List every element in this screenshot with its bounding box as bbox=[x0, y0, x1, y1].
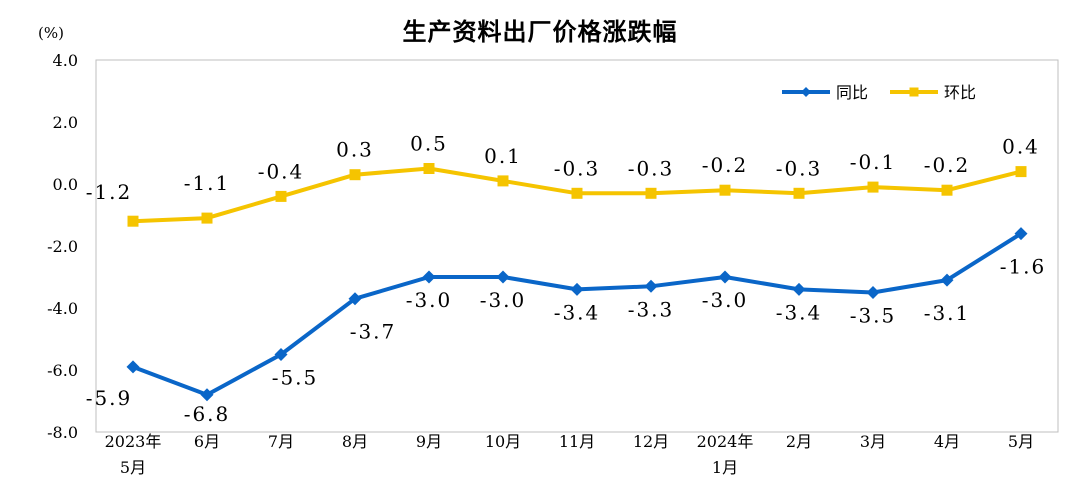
legend-marker bbox=[909, 87, 919, 97]
data-label: -3.0 bbox=[702, 288, 749, 312]
data-point bbox=[792, 282, 806, 296]
x-tick-label: 10月 bbox=[485, 432, 521, 451]
data-point bbox=[571, 187, 583, 199]
data-point bbox=[1015, 166, 1027, 178]
data-point bbox=[348, 292, 362, 306]
data-point bbox=[274, 348, 288, 361]
data-point bbox=[867, 181, 879, 193]
x-tick-label: 8月 bbox=[342, 432, 368, 451]
data-label: -1.6 bbox=[1000, 255, 1047, 279]
data-point bbox=[570, 282, 584, 296]
data-label: -0.2 bbox=[702, 153, 749, 177]
data-label: -5.9 bbox=[86, 386, 133, 410]
data-label: -0.1 bbox=[850, 150, 897, 174]
data-point bbox=[200, 388, 214, 402]
data-label: -3.3 bbox=[628, 297, 675, 321]
y-tick-label: -8.0 bbox=[47, 423, 78, 442]
data-point bbox=[496, 270, 510, 284]
data-label: -0.3 bbox=[554, 156, 601, 180]
y-tick-label: 4.0 bbox=[53, 51, 78, 70]
data-point bbox=[718, 270, 732, 284]
data-point bbox=[275, 190, 287, 202]
data-point bbox=[126, 360, 140, 374]
x-tick-label: 6月 bbox=[194, 432, 220, 451]
x-tick-label: 4月 bbox=[934, 432, 960, 451]
y-tick-label: -4.0 bbox=[47, 299, 78, 318]
y-axis-unit: (%) bbox=[38, 24, 64, 42]
data-label: -3.7 bbox=[350, 320, 397, 344]
x-tick-label: 12月 bbox=[633, 432, 669, 451]
data-label: -3.5 bbox=[850, 304, 897, 328]
data-label: 0.1 bbox=[484, 144, 522, 168]
data-point bbox=[866, 286, 880, 299]
data-label: -3.4 bbox=[554, 300, 601, 324]
data-point bbox=[644, 279, 658, 293]
data-label: -5.5 bbox=[272, 366, 319, 390]
data-point bbox=[497, 175, 509, 187]
x-tick-label: 9月 bbox=[416, 432, 442, 451]
data-label: -3.1 bbox=[924, 301, 971, 325]
data-label: -1.1 bbox=[184, 171, 231, 195]
x-tick-label: 11月 bbox=[559, 432, 595, 451]
data-point bbox=[349, 169, 361, 181]
data-point bbox=[940, 273, 954, 287]
x-tick-label: 2月 bbox=[786, 432, 812, 451]
data-label: -3.4 bbox=[776, 300, 823, 324]
data-label: -6.8 bbox=[184, 402, 231, 426]
data-label: -0.4 bbox=[258, 159, 305, 183]
y-tick-label: -6.0 bbox=[47, 361, 78, 380]
data-point bbox=[423, 163, 435, 174]
legend-marker bbox=[801, 87, 811, 97]
data-point bbox=[127, 215, 139, 227]
data-point bbox=[941, 184, 953, 196]
x-tick-label: 1月 bbox=[712, 458, 738, 477]
x-tick-label: 2024年 bbox=[697, 432, 754, 451]
y-tick-label: 0.0 bbox=[53, 175, 78, 194]
data-label: 0.5 bbox=[410, 132, 448, 156]
data-label: -3.0 bbox=[406, 288, 453, 312]
data-label: -0.3 bbox=[776, 156, 823, 180]
plot-frame bbox=[95, 59, 1059, 433]
legend-label: 环比 bbox=[944, 83, 976, 102]
data-point bbox=[1014, 227, 1028, 241]
data-point bbox=[201, 212, 213, 224]
data-label: -0.3 bbox=[628, 156, 675, 180]
data-point bbox=[645, 187, 657, 199]
y-tick-label: -2.0 bbox=[47, 237, 78, 256]
x-tick-label: 5月 bbox=[120, 458, 146, 477]
data-label: -3.0 bbox=[480, 288, 527, 312]
y-tick-label: 2.0 bbox=[53, 113, 78, 132]
legend-label: 同比 bbox=[836, 83, 868, 102]
x-tick-label: 2023年 bbox=[105, 432, 162, 451]
data-label: 0.3 bbox=[336, 138, 374, 162]
data-point bbox=[719, 184, 731, 196]
data-point bbox=[793, 187, 805, 199]
x-tick-label: 3月 bbox=[860, 432, 886, 451]
data-label: -0.2 bbox=[924, 153, 971, 177]
data-label: 0.4 bbox=[1002, 135, 1040, 159]
chart-title: 生产资料出厂价格涨跌幅 bbox=[402, 18, 678, 46]
data-point bbox=[422, 270, 436, 284]
data-label: -1.2 bbox=[86, 180, 133, 204]
x-tick-label: 7月 bbox=[268, 432, 294, 451]
x-tick-label: 5月 bbox=[1008, 432, 1034, 451]
